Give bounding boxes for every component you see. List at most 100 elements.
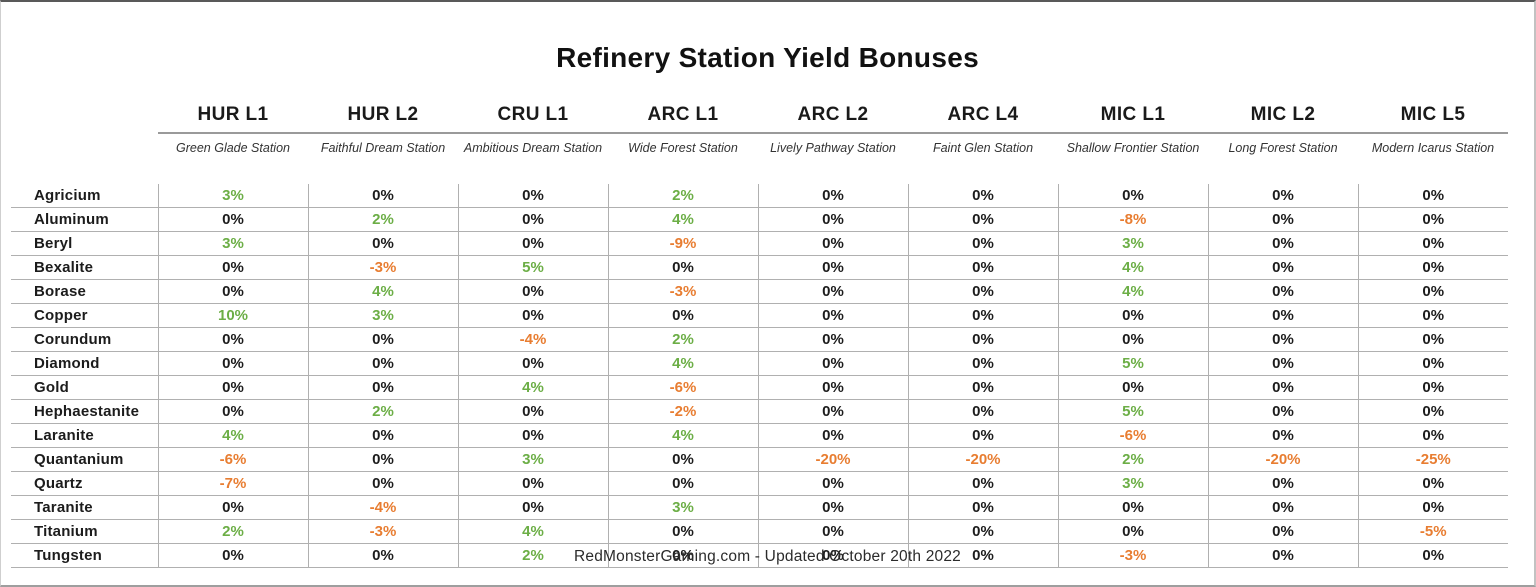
- yield-value: 0%: [907, 184, 1058, 208]
- yield-value: 5%: [1057, 351, 1208, 376]
- yield-value: 10%: [157, 303, 308, 328]
- yield-value: 0%: [1207, 279, 1358, 304]
- yield-value: -4%: [457, 327, 608, 352]
- yield-value: 0%: [157, 327, 308, 352]
- yield-value: 2%: [307, 207, 458, 232]
- station-code-mic-l5: MIC L5: [1358, 96, 1508, 134]
- yield-value: 0%: [1207, 519, 1358, 544]
- yield-value: 4%: [607, 207, 758, 232]
- yield-value: 0%: [457, 231, 608, 256]
- yield-value: -20%: [1207, 447, 1358, 472]
- yield-value: 0%: [1207, 327, 1358, 352]
- yield-value: 0%: [757, 351, 908, 376]
- yield-value: 0%: [907, 543, 1058, 568]
- yield-value: -7%: [157, 471, 308, 496]
- yield-value: 0%: [457, 184, 608, 208]
- yield-value: 3%: [157, 184, 308, 208]
- yield-value: 2%: [1057, 447, 1208, 472]
- yield-value: -20%: [757, 447, 908, 472]
- yield-value: 4%: [1057, 279, 1208, 304]
- station-name: Faithful Dream Station: [320, 141, 446, 155]
- yield-value: 0%: [157, 279, 308, 304]
- yield-value: 0%: [1357, 423, 1508, 448]
- yield-value: 4%: [157, 423, 308, 448]
- station-code-mic-l1: MIC L1: [1058, 96, 1208, 134]
- yield-value: 0%: [1207, 543, 1358, 568]
- material-name: Diamond: [11, 351, 158, 376]
- yield-value: 0%: [607, 447, 758, 472]
- yield-value: -4%: [307, 495, 458, 520]
- yield-value: 0%: [607, 543, 758, 568]
- yield-value: 5%: [1057, 399, 1208, 424]
- yield-value: 4%: [607, 423, 758, 448]
- yield-value: 0%: [907, 255, 1058, 280]
- page-title: Refinery Station Yield Bonuses: [556, 42, 979, 73]
- yield-value: 0%: [757, 327, 908, 352]
- yield-value: 0%: [907, 231, 1058, 256]
- table-row: Borase 0% 4% 0% -3% 0% 0% 4% 0% 0%: [11, 279, 1508, 304]
- yield-value: 0%: [907, 423, 1058, 448]
- material-name: Borase: [11, 279, 158, 304]
- yield-value: 0%: [1207, 303, 1358, 328]
- material-name: Corundum: [11, 327, 158, 352]
- yield-value: 0%: [757, 543, 908, 568]
- yield-value: 0%: [1357, 255, 1508, 280]
- header-spacer-row: [11, 162, 1508, 184]
- material-name: Titanium: [11, 519, 158, 544]
- station-code-hur-l1: HUR L1: [158, 96, 308, 134]
- yield-value: 0%: [907, 519, 1058, 544]
- yield-value: 0%: [757, 255, 908, 280]
- table-row: Corundum 0% 0% -4% 2% 0% 0% 0% 0% 0%: [11, 327, 1508, 352]
- yield-value: 0%: [157, 255, 308, 280]
- yield-value: 2%: [607, 327, 758, 352]
- yield-value: -2%: [607, 399, 758, 424]
- yield-value: 0%: [607, 471, 758, 496]
- yield-value: 0%: [1357, 495, 1508, 520]
- yield-value: 3%: [457, 447, 608, 472]
- table-row: Hephaestanite 0% 2% 0% -2% 0% 0% 5% 0% 0%: [11, 399, 1508, 424]
- yield-value: 0%: [1207, 423, 1358, 448]
- yield-value: 0%: [1357, 399, 1508, 424]
- station-code-arc-l1: ARC L1: [608, 96, 758, 134]
- yield-value: 0%: [1357, 351, 1508, 376]
- yield-value: -20%: [907, 447, 1058, 472]
- yield-value: 2%: [457, 543, 608, 568]
- yield-value: 0%: [907, 351, 1058, 376]
- yield-value: 0%: [757, 519, 908, 544]
- yield-value: 0%: [1357, 207, 1508, 232]
- yield-value: 3%: [1057, 231, 1208, 256]
- yield-value: -3%: [307, 255, 458, 280]
- yield-value: 0%: [607, 519, 758, 544]
- station-name: Modern Icarus Station: [1371, 141, 1495, 155]
- yield-value: 0%: [1057, 495, 1208, 520]
- yield-value: 4%: [307, 279, 458, 304]
- yield-value: -6%: [157, 447, 308, 472]
- yield-table-body: Agricium 3% 0% 0% 2% 0% 0% 0% 0% 0% Aluminum 0% 2% 0%…: [11, 162, 1508, 568]
- material-name: Quartz: [11, 471, 158, 496]
- station-name: Faint Glen Station: [932, 141, 1034, 155]
- yield-value: -3%: [607, 279, 758, 304]
- table-row: Copper 10% 3% 0% 0% 0% 0% 0% 0% 0%: [11, 303, 1508, 328]
- material-name: Quantanium: [11, 447, 158, 472]
- yield-table: HUR L1 HUR L2 CRU L1 ARC L1 ARC L2 ARC L4 MIC …: [11, 96, 1508, 568]
- table-row: Diamond 0% 0% 0% 4% 0% 0% 5% 0% 0%: [11, 351, 1508, 376]
- yield-value: 0%: [757, 423, 908, 448]
- yield-value: 0%: [1057, 519, 1208, 544]
- yield-value: 0%: [457, 207, 608, 232]
- table-row: Quartz -7% 0% 0% 0% 0% 0% 3% 0% 0%: [11, 471, 1508, 496]
- station-code-arc-l2: ARC L2: [758, 96, 908, 134]
- yield-value: -9%: [607, 231, 758, 256]
- yield-value: 0%: [757, 231, 908, 256]
- yield-value: 0%: [307, 351, 458, 376]
- yield-value: 0%: [757, 399, 908, 424]
- yield-value: 3%: [1057, 471, 1208, 496]
- yield-value: 4%: [457, 519, 608, 544]
- station-name: Wide Forest Station: [628, 141, 738, 155]
- table-row: Gold 0% 0% 4% -6% 0% 0% 0% 0% 0%: [11, 375, 1508, 400]
- yield-value: 0%: [757, 495, 908, 520]
- yield-value: 0%: [757, 471, 908, 496]
- yield-value: 0%: [307, 375, 458, 400]
- yield-value: 0%: [457, 303, 608, 328]
- yield-value: 0%: [307, 471, 458, 496]
